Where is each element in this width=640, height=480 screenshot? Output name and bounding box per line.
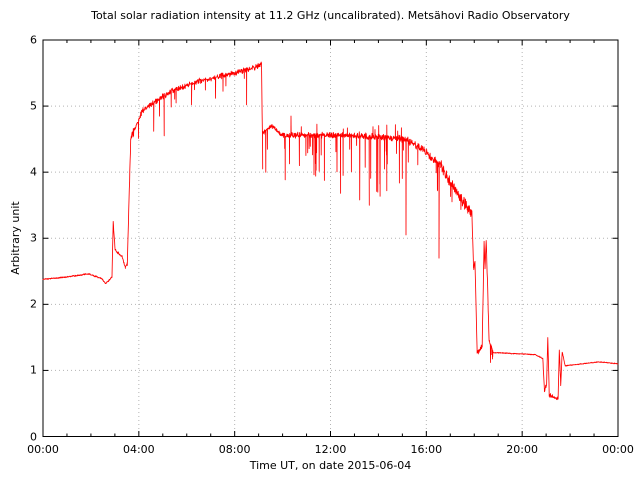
y-tick-label: 6 (30, 33, 37, 47)
radiation-intensity-curve (42, 61, 619, 401)
x-tick-label: 16:00 (410, 443, 443, 456)
y-tick-label: 1 (30, 363, 37, 377)
chart-title: Total solar radiation intensity at 11.2 … (91, 9, 570, 22)
y-tick-label: 2 (30, 297, 37, 311)
x-tick-label: 00:00 (27, 443, 59, 456)
plot-border (42, 39, 619, 437)
grid-lines (43, 40, 618, 437)
x-tick-label: 08:00 (218, 443, 251, 456)
y-tick-label: 5 (30, 99, 37, 113)
x-tick-label: 20:00 (506, 443, 539, 456)
x-tick-label: 04:00 (122, 443, 155, 456)
x-tick-label: 00:00 (602, 443, 634, 456)
y-tick-label: 0 (30, 430, 37, 443)
y-tick-label: 4 (30, 165, 37, 179)
x-axis-label: Time UT, on date 2015-06-04 (249, 459, 412, 472)
x-tick-label: 12:00 (314, 443, 347, 456)
y-tick-label: 3 (30, 231, 37, 245)
